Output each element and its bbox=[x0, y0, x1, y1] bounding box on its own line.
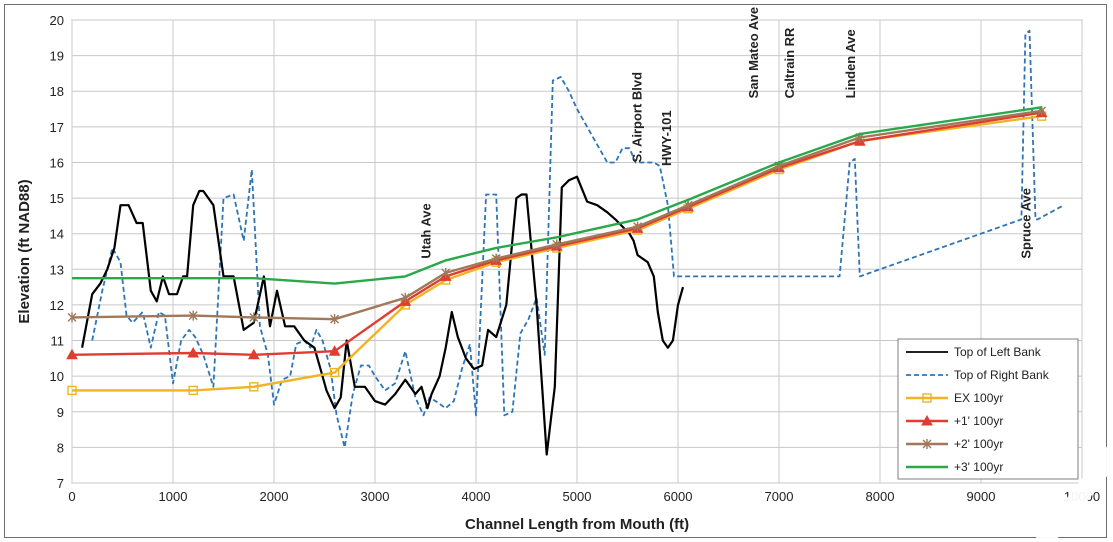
legend-label: +1' 100yr bbox=[954, 414, 1003, 428]
data-point-star bbox=[922, 439, 932, 449]
annotation-label: San Mateo Ave bbox=[746, 7, 761, 99]
legend-label: +3' 100yr bbox=[954, 460, 1003, 474]
y-tick-label: 15 bbox=[50, 191, 64, 206]
legend-entry: +1' 100yr bbox=[906, 414, 1003, 428]
annotation-label: Linden Ave bbox=[843, 29, 858, 98]
series-top-of-left-bank bbox=[81, 175, 685, 456]
legend-label: Top of Right Bank bbox=[954, 368, 1050, 382]
elevation-profile-chart: 0100020003000400050006000700080009000100… bbox=[16, 7, 1108, 539]
x-tick-label: 7000 bbox=[765, 489, 794, 504]
y-axis-label: Elevation (ft NAD88) bbox=[16, 179, 33, 323]
series-group bbox=[66, 29, 1065, 456]
overlay-band bbox=[1035, 445, 1108, 539]
annotation-label: S. Airport Blvd bbox=[630, 72, 645, 163]
data-point-star bbox=[249, 312, 259, 323]
data-point-triangle bbox=[247, 348, 260, 360]
legend: Top of Left Bank Top of Right Bank EX 100y… bbox=[897, 338, 1079, 480]
annotation-label: Spruce Ave bbox=[1018, 188, 1033, 259]
y-tick-label: 8 bbox=[57, 440, 64, 455]
x-tick-label: 4000 bbox=[462, 489, 491, 504]
series--3-100yr bbox=[72, 106, 1042, 285]
annotation-label: HWY-101 bbox=[659, 110, 674, 166]
annotation-label: Caltrain RR bbox=[782, 27, 797, 98]
data-point-star bbox=[491, 253, 501, 264]
x-tick-label: 8000 bbox=[866, 489, 895, 504]
data-point-star bbox=[633, 221, 643, 232]
x-tick-label: 0 bbox=[68, 489, 75, 504]
legend-entry: +2' 100yr bbox=[906, 437, 1003, 451]
x-tick-label: 6000 bbox=[664, 489, 693, 504]
data-point-triangle bbox=[921, 414, 933, 426]
x-tick-label: 5000 bbox=[563, 489, 592, 504]
series-line bbox=[91, 29, 1065, 449]
x-axis-label: Channel Length from Mouth (ft) bbox=[465, 516, 689, 533]
legend-entry: Top of Left Bank bbox=[906, 345, 1042, 359]
series-line bbox=[72, 106, 1042, 285]
y-tick-label: 12 bbox=[50, 298, 64, 313]
y-tick-label: 9 bbox=[57, 405, 64, 420]
series-line bbox=[81, 175, 685, 456]
data-point-triangle bbox=[328, 345, 341, 356]
data-point-star bbox=[441, 267, 451, 278]
legend-entry: Top of Right Bank bbox=[906, 368, 1050, 382]
data-point-square bbox=[249, 382, 259, 392]
y-tick-label: 18 bbox=[50, 84, 64, 99]
data-point-square bbox=[67, 385, 77, 396]
data-point-square bbox=[188, 385, 198, 396]
y-tick-label: 16 bbox=[50, 155, 64, 170]
data-point-star bbox=[400, 292, 410, 303]
y-tick-label: 17 bbox=[50, 120, 64, 135]
data-point-triangle bbox=[66, 348, 78, 360]
legend-label: EX 100yr bbox=[954, 391, 1003, 405]
data-point-triangle bbox=[187, 346, 200, 358]
data-point-star bbox=[683, 200, 693, 211]
data-point-square bbox=[922, 393, 932, 403]
data-point-star bbox=[552, 239, 562, 250]
x-tick-label: 9000 bbox=[967, 489, 996, 504]
y-tick-label: 13 bbox=[50, 262, 64, 277]
x-tick-label: 1000 bbox=[159, 489, 188, 504]
legend-entry: EX 100yr bbox=[906, 391, 1003, 405]
y-tick-label: 10 bbox=[50, 369, 64, 384]
y-tick-label: 19 bbox=[50, 49, 64, 64]
legend-label: Top of Left Bank bbox=[954, 345, 1042, 359]
data-point-star bbox=[188, 310, 198, 321]
data-point-star bbox=[330, 314, 340, 325]
y-tick-label: 14 bbox=[50, 227, 64, 242]
series--2-100yr bbox=[67, 105, 1047, 325]
y-tick-label: 11 bbox=[51, 334, 65, 349]
x-tick-label: 2000 bbox=[260, 489, 289, 504]
data-point-square bbox=[329, 367, 340, 378]
x-tick-label: 3000 bbox=[361, 489, 390, 504]
data-point-star bbox=[67, 312, 77, 323]
y-tick-label: 7 bbox=[57, 476, 64, 491]
legend-label: +2' 100yr bbox=[954, 437, 1003, 451]
annotation-label: Utah Ave bbox=[419, 203, 434, 258]
y-tick-label: 20 bbox=[50, 13, 64, 28]
chart-frame: 0100020003000400050006000700080009000100… bbox=[4, 4, 1108, 539]
legend-box bbox=[897, 338, 1079, 480]
series-top-of-right-bank bbox=[91, 29, 1065, 449]
annotations: Utah Ave S. Airport Blvd HWY-101 San Mateo … bbox=[419, 7, 1034, 259]
legend-entry: +3' 100yr bbox=[906, 460, 1003, 474]
